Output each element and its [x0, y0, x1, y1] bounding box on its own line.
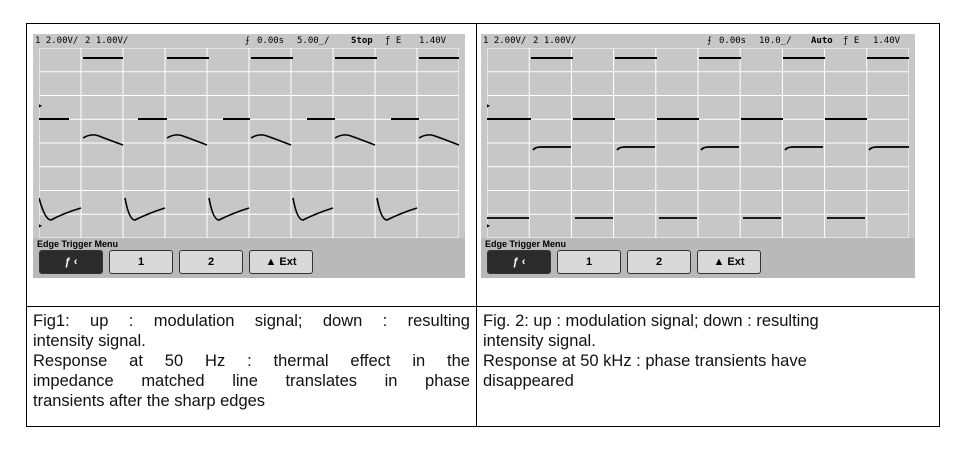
fig1-caption: Fig1: up : modulation signal; down : res… — [27, 307, 476, 427]
fig1-time-offset: 0.00s — [257, 36, 285, 46]
fig2-ch2-scale: 2 1.00V/ — [533, 36, 577, 46]
fig1-time-scale: 5.00̲/ — [297, 36, 330, 46]
fig2-cell: 1 2.00V/ 2 1.00V/ ⨍ 0.00s 10.0̲/ Auto ƒ … — [477, 24, 940, 306]
fig2-menu-title: Edge Trigger Menu — [485, 239, 567, 249]
fig1-caption-line: Response at 50 Hz : thermal effect in th… — [33, 352, 470, 370]
fig1-ch2-softkey[interactable]: 2 — [179, 250, 243, 274]
svg-text:2▸: 2▸ — [39, 221, 42, 230]
figure-table: 1 2.00V/ 2 1.00V/ ⨍ 0.00s 5.00̲/ Stop ƒ … — [26, 23, 940, 427]
fig1-trigger-level: 1.40V — [419, 36, 447, 46]
fig1-ext-softkey[interactable]: ▲ Ext — [249, 250, 313, 274]
fig2-caption-line: intensity signal. — [483, 332, 596, 350]
column-divider — [476, 24, 477, 427]
fig1-caption-line: intensity signal. — [33, 332, 146, 350]
fig2-waveform-plot: 1▸ 2▸ — [487, 48, 909, 238]
fig2-trigger-level: 1.40V — [873, 36, 901, 46]
fig2-oscilloscope-screen: 1 2.00V/ 2 1.00V/ ⨍ 0.00s 10.0̲/ Auto ƒ … — [481, 34, 915, 278]
fig1-ch1-scale: 1 2.00V/ — [35, 36, 79, 46]
fig2-ch1-scale: 1 2.00V/ — [483, 36, 527, 46]
fig2-status-bar: 1 2.00V/ 2 1.00V/ ⨍ 0.00s 10.0̲/ Auto ƒ … — [481, 34, 915, 48]
fig1-run-state: Stop — [351, 36, 373, 46]
fig1-slope-softkey[interactable]: ƒ ‹ — [39, 250, 103, 274]
fig2-ch2-softkey[interactable]: 2 — [627, 250, 691, 274]
fig2-caption-line: Response at 50 kHz : phase transients ha… — [483, 352, 807, 370]
fig2-trigger-slope: ƒ E — [843, 36, 860, 46]
fig2-slope-softkey[interactable]: ƒ ‹ — [487, 250, 551, 274]
fig2-ch1-softkey[interactable]: 1 — [557, 250, 621, 274]
fig1-caption-line: impedance matched line translates in pha… — [33, 372, 470, 390]
svg-text:1▸: 1▸ — [487, 101, 490, 110]
fig2-run-state: Auto — [811, 36, 833, 46]
fig2-softkey-menu: Edge Trigger Menu ƒ ‹ 1 2 ▲ Ext — [481, 238, 915, 278]
fig1-softkey-menu: Edge Trigger Menu ƒ ‹ 1 2 ▲ Ext — [33, 238, 465, 278]
fig1-waveform-plot: 1▸ 2▸ — [39, 48, 459, 238]
svg-text:2▸: 2▸ — [487, 221, 490, 230]
fig1-caption-line: Fig1: up : modulation signal; down : res… — [33, 312, 470, 330]
fig2-ext-softkey[interactable]: ▲ Ext — [697, 250, 761, 274]
fig2-caption-line: Fig. 2: up : modulation signal; down : r… — [483, 312, 819, 330]
fig1-trigger-slope: ƒ E — [385, 36, 402, 46]
fig2-caption-line: disappeared — [483, 372, 574, 390]
fig2-caption: Fig. 2: up : modulation signal; down : r… — [477, 307, 957, 427]
fig1-ch1-softkey[interactable]: 1 — [109, 250, 173, 274]
fig1-menu-title: Edge Trigger Menu — [37, 239, 119, 249]
fig1-ch2-scale: 2 1.00V/ — [85, 36, 129, 46]
svg-text:1▸: 1▸ — [39, 101, 42, 110]
row-divider — [27, 306, 940, 307]
fig1-caption-line: transients after the sharp edges — [33, 392, 266, 410]
fig1-status-bar: 1 2.00V/ 2 1.00V/ ⨍ 0.00s 5.00̲/ Stop ƒ … — [33, 34, 465, 48]
fig1-cell: 1 2.00V/ 2 1.00V/ ⨍ 0.00s 5.00̲/ Stop ƒ … — [27, 24, 476, 306]
fig1-oscilloscope-screen: 1 2.00V/ 2 1.00V/ ⨍ 0.00s 5.00̲/ Stop ƒ … — [33, 34, 465, 278]
fig2-time-scale: 10.0̲/ — [759, 36, 792, 46]
trigger-edge-icon: ⨍ — [707, 36, 712, 46]
trigger-edge-icon: ⨍ — [245, 36, 250, 46]
fig2-time-offset: 0.00s — [719, 36, 747, 46]
